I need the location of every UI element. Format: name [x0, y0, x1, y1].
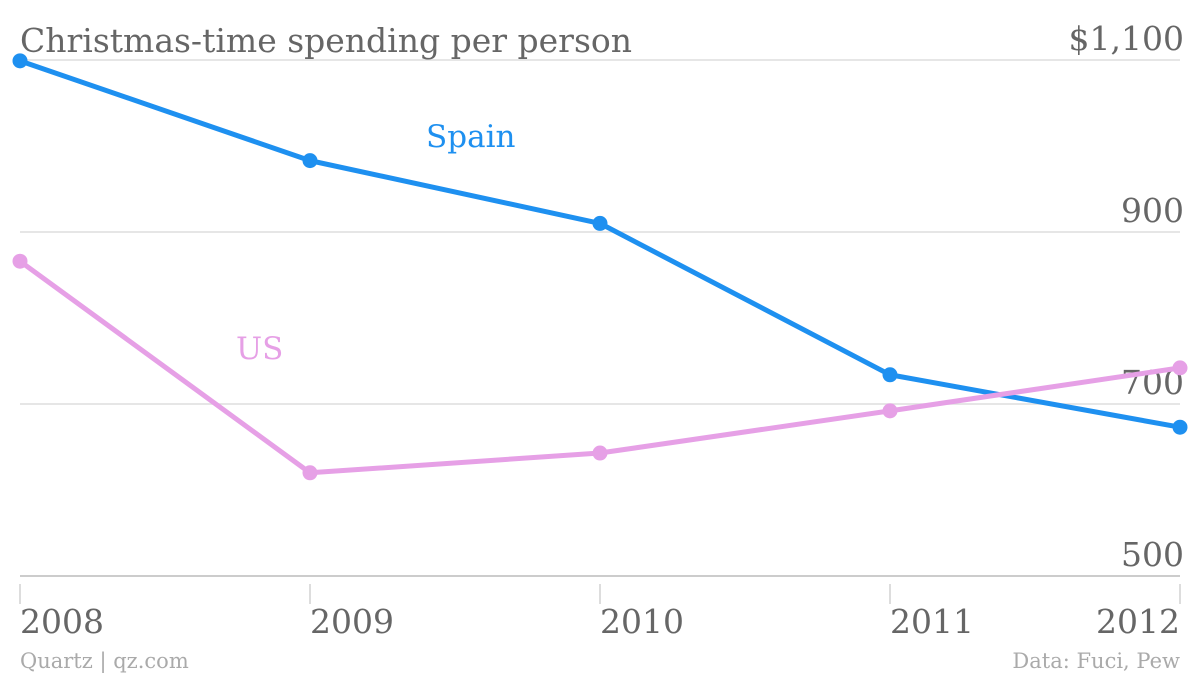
- series-line-spain: [17, 58, 1183, 430]
- gridlines: [20, 59, 1180, 577]
- x-tick-label-2008: 2008: [20, 602, 104, 641]
- series-line-us: [17, 258, 1183, 476]
- data-point-spain-2008: [12, 53, 28, 69]
- x-tick-label-2012: 2012: [1096, 602, 1180, 641]
- data-point-us-2011: [882, 403, 898, 419]
- series-label-us: US: [236, 331, 283, 367]
- x-tick-label-2009: 2009: [310, 602, 394, 641]
- footer-source-left: Quartz | qz.com: [20, 649, 189, 674]
- data-point-us-2012: [1172, 360, 1188, 376]
- series-label-spain: Spain: [426, 119, 515, 155]
- series-lines: [17, 58, 1183, 476]
- y-tick-label-900: 900: [1121, 191, 1184, 230]
- x-tick-label-2011: 2011: [890, 602, 974, 641]
- data-point-spain-2012: [1172, 419, 1188, 435]
- data-point-spain-2009: [302, 153, 318, 169]
- y-tick-label-1100: $1,100: [1069, 19, 1184, 58]
- series-points: [12, 53, 1188, 481]
- data-point-spain-2011: [882, 367, 898, 383]
- data-point-us-2008: [12, 253, 28, 269]
- x-tick-label-2010: 2010: [600, 602, 684, 641]
- data-point-spain-2010: [592, 215, 608, 231]
- footer-source-right: Data: Fuci, Pew: [1012, 649, 1180, 673]
- data-point-us-2010: [592, 445, 608, 461]
- chart-title: Christmas-time spending per person: [20, 21, 632, 60]
- series-labels: Spain US: [236, 119, 515, 367]
- x-axis-labels: 2008 2009 2010 2011 2012: [20, 602, 1180, 641]
- data-point-us-2009: [302, 465, 318, 481]
- y-tick-label-500: 500: [1121, 535, 1184, 574]
- x-axis-ticks: [19, 584, 1181, 604]
